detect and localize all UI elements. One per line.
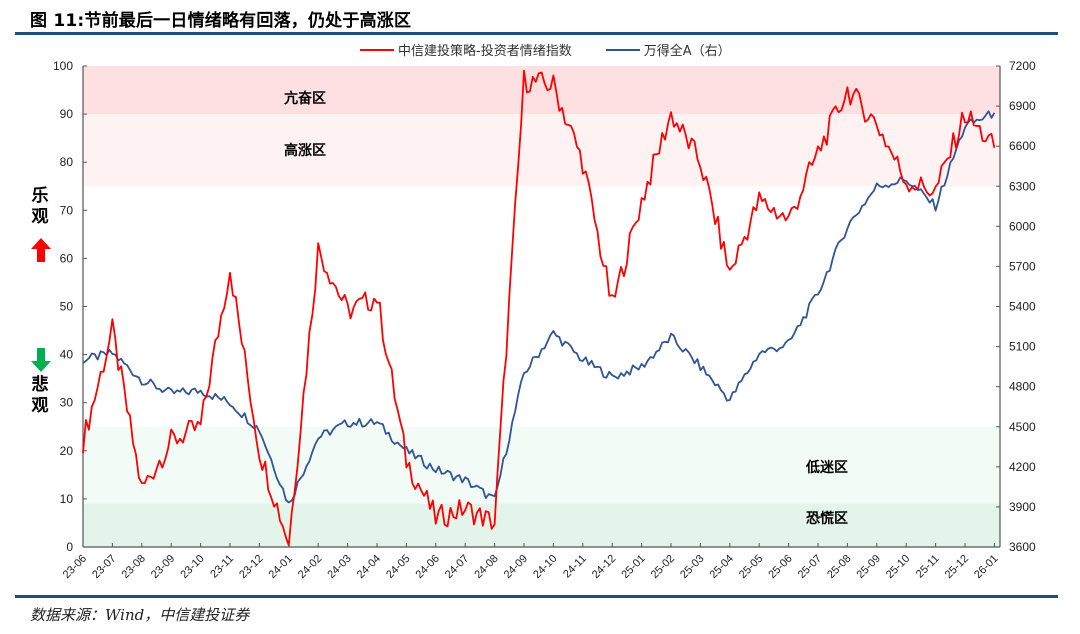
svg-text:23-06: 23-06 xyxy=(61,553,89,581)
svg-text:6600: 6600 xyxy=(1009,139,1036,153)
svg-text:5700: 5700 xyxy=(1009,259,1036,273)
down-arrow-icon xyxy=(31,348,51,372)
svg-text:25-08: 25-08 xyxy=(825,553,853,581)
zone-label-low: 低迷区 xyxy=(806,460,848,476)
svg-text:24-03: 24-03 xyxy=(325,553,353,581)
zone-band xyxy=(83,503,1000,547)
svg-text:6000: 6000 xyxy=(1009,219,1036,233)
up-arrow-icon xyxy=(31,238,51,262)
svg-text:25-06: 25-06 xyxy=(766,553,794,581)
series-line-sentiment xyxy=(82,69,996,547)
svg-text:24-11: 24-11 xyxy=(561,553,589,581)
svg-text:3600: 3600 xyxy=(1009,540,1036,554)
zone-label-high: 高涨区 xyxy=(284,143,326,159)
legend-swatch-red xyxy=(360,48,394,51)
svg-text:24-05: 24-05 xyxy=(384,553,412,581)
zone-band xyxy=(83,114,1000,187)
svg-text:24-09: 24-09 xyxy=(502,553,530,581)
svg-text:23-09: 23-09 xyxy=(149,553,177,581)
svg-text:50: 50 xyxy=(60,300,74,314)
svg-text:24-10: 24-10 xyxy=(531,553,559,581)
svg-text:20: 20 xyxy=(60,444,74,458)
chart-title: 图 11:节前最后一日情绪略有回落，仍处于高涨区 xyxy=(30,11,412,31)
svg-text:6900: 6900 xyxy=(1009,99,1036,113)
svg-text:24-08: 24-08 xyxy=(472,553,500,581)
legend-swatch-blue xyxy=(605,48,640,51)
svg-text:5100: 5100 xyxy=(1009,340,1036,354)
svg-text:30: 30 xyxy=(60,396,74,410)
zone-band xyxy=(83,426,1000,504)
svg-text:100: 100 xyxy=(53,59,73,73)
series-line-index xyxy=(82,110,996,504)
svg-text:6300: 6300 xyxy=(1009,179,1036,193)
svg-text:25-10: 25-10 xyxy=(884,553,912,581)
svg-text:24-07: 24-07 xyxy=(443,553,471,581)
optimistic-label: 乐观 xyxy=(31,186,49,227)
zone-label-panic: 恐慌区 xyxy=(806,511,848,527)
svg-text:23-11: 23-11 xyxy=(208,553,236,581)
svg-text:23-08: 23-08 xyxy=(120,553,148,581)
svg-text:3900: 3900 xyxy=(1009,500,1036,514)
legend-label-index: 万得全A（右） xyxy=(643,44,731,59)
svg-text:0: 0 xyxy=(66,540,73,554)
svg-text:7200: 7200 xyxy=(1009,59,1036,73)
svg-text:24-01: 24-01 xyxy=(267,553,295,581)
svg-text:25-07: 25-07 xyxy=(796,553,824,581)
svg-text:24-06: 24-06 xyxy=(414,553,442,581)
svg-text:4800: 4800 xyxy=(1009,380,1036,394)
svg-text:25-04: 25-04 xyxy=(708,553,736,581)
source-note: 数据来源：Wind，中信建投证券 xyxy=(30,606,250,624)
svg-text:5400: 5400 xyxy=(1009,300,1036,314)
legend-item-index: 万得全A（右） xyxy=(605,40,731,59)
svg-text:24-12: 24-12 xyxy=(590,553,618,581)
svg-text:40: 40 xyxy=(60,348,74,362)
legend-item-sentiment: 中信建投策略-投资者情绪指数 xyxy=(360,40,572,59)
svg-text:4200: 4200 xyxy=(1009,460,1036,474)
legend: 中信建投策略-投资者情绪指数 万得全A（右） xyxy=(360,40,731,59)
svg-text:25-12: 25-12 xyxy=(943,553,971,581)
title-rule xyxy=(15,32,1058,35)
svg-text:60: 60 xyxy=(60,251,74,265)
pessimistic-label: 悲观 xyxy=(31,375,49,416)
zone-label-euphoric: 亢奋区 xyxy=(284,91,326,107)
svg-text:23-10: 23-10 xyxy=(178,553,206,581)
svg-text:90: 90 xyxy=(60,107,74,121)
svg-text:23-12: 23-12 xyxy=(237,553,265,581)
legend-label-sentiment: 中信建投策略-投资者情绪指数 xyxy=(398,44,572,59)
footer-rule xyxy=(15,595,1058,598)
svg-text:24-02: 24-02 xyxy=(296,553,324,581)
svg-text:25-11: 25-11 xyxy=(914,553,942,581)
svg-text:25-03: 25-03 xyxy=(678,553,706,581)
svg-text:25-05: 25-05 xyxy=(737,553,765,581)
svg-text:23-07: 23-07 xyxy=(90,553,118,581)
svg-text:70: 70 xyxy=(60,203,74,217)
svg-text:24-04: 24-04 xyxy=(355,553,383,581)
svg-text:25-02: 25-02 xyxy=(649,553,677,581)
svg-text:80: 80 xyxy=(60,155,74,169)
svg-text:25-09: 25-09 xyxy=(855,553,883,581)
svg-text:10: 10 xyxy=(60,492,74,506)
svg-text:25-01: 25-01 xyxy=(619,553,647,581)
svg-text:4500: 4500 xyxy=(1009,420,1036,434)
svg-text:26-01: 26-01 xyxy=(972,553,1000,581)
